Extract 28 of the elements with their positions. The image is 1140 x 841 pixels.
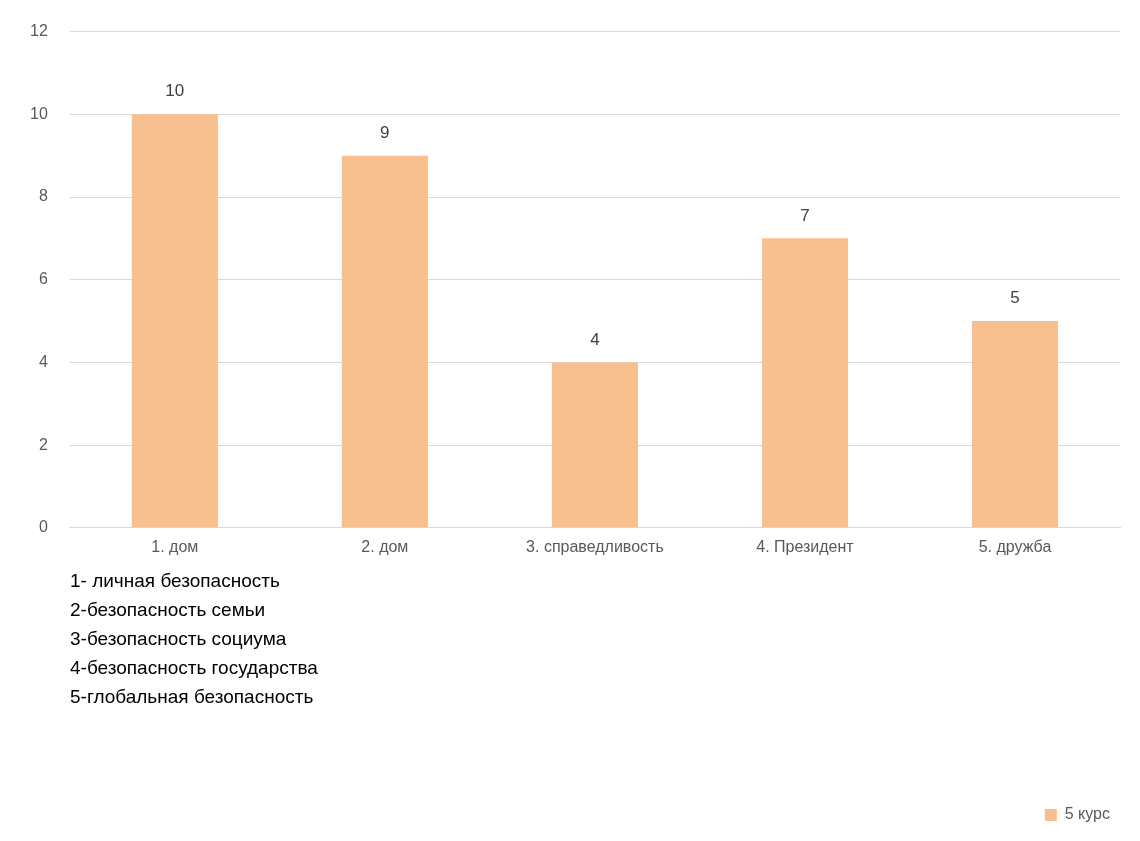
bar	[131, 114, 218, 528]
bar	[551, 362, 638, 528]
x-tick-label: 2. дом	[361, 537, 409, 555]
data-label: 5	[1010, 288, 1020, 308]
bar	[971, 321, 1059, 528]
x-tick-label: 5. дружба	[978, 537, 1052, 555]
x-tick-label: 3. справедливость	[526, 537, 664, 555]
data-label: 7	[800, 205, 810, 225]
data-label: 9	[380, 122, 390, 142]
y-tick-label: 10	[30, 104, 48, 122]
x-tick-label: 4. Президент	[756, 537, 855, 555]
data-label: 10	[165, 81, 185, 101]
bar	[341, 155, 428, 528]
y-tick-label: 8	[38, 187, 48, 205]
text: 5-глобальная безопасность	[70, 685, 315, 709]
x-tick-label: 1. дом	[151, 537, 199, 555]
y-tick-label: 4	[38, 352, 48, 370]
y-tick-label: 6	[38, 270, 48, 288]
text: 2-безопасность семьи	[70, 598, 267, 622]
y-tick-label: 12	[30, 22, 48, 40]
text: 1- личная безопасность	[70, 569, 281, 593]
y-tick-label: 0	[38, 518, 48, 536]
text: 4-безопасность государства	[70, 656, 318, 680]
legend-label: 5 курс	[1064, 805, 1111, 823]
bar	[761, 238, 848, 528]
text: 3-безопасность социума	[70, 627, 288, 651]
y-tick-label: 2	[38, 435, 48, 453]
data-label: 4	[590, 329, 600, 349]
